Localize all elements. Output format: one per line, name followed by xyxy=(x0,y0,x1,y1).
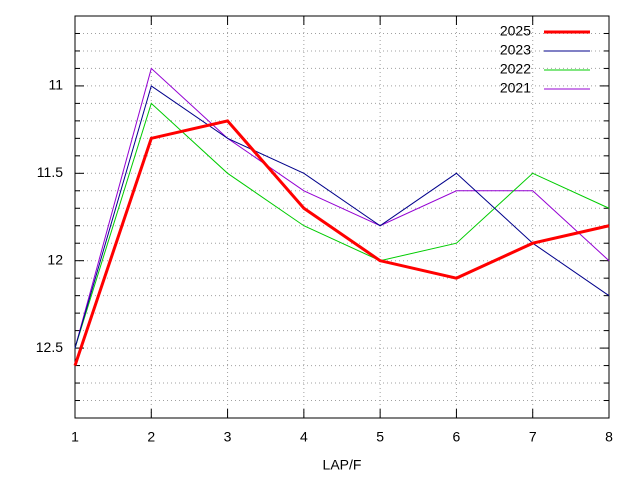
x-axis-label: LAP/F xyxy=(323,457,362,473)
x-tick-label: 2 xyxy=(147,429,155,445)
series-line xyxy=(74,102,610,349)
legend-label: 2023 xyxy=(500,42,531,58)
series-line xyxy=(73,119,610,367)
x-tick-label: 8 xyxy=(605,429,613,445)
x-tick-label: 6 xyxy=(453,429,461,445)
legend-label: 2022 xyxy=(500,61,531,77)
x-tick-label: 1 xyxy=(71,429,79,445)
y-tick-label: 12.5 xyxy=(36,339,63,355)
plot-frame xyxy=(74,15,610,419)
legend-label: 2021 xyxy=(500,80,531,96)
y-tick-label: 11 xyxy=(48,77,63,93)
x-tick-label: 7 xyxy=(529,429,537,445)
x-tick-label: 5 xyxy=(376,429,384,445)
y-tick-label: 12 xyxy=(47,251,63,267)
series-line xyxy=(74,85,610,349)
y-tick-label: 11.5 xyxy=(37,164,63,180)
legend-label: 2025 xyxy=(500,23,531,39)
series-line xyxy=(74,67,610,349)
x-tick-label: 3 xyxy=(224,429,232,445)
x-tick-label: 4 xyxy=(300,429,308,445)
